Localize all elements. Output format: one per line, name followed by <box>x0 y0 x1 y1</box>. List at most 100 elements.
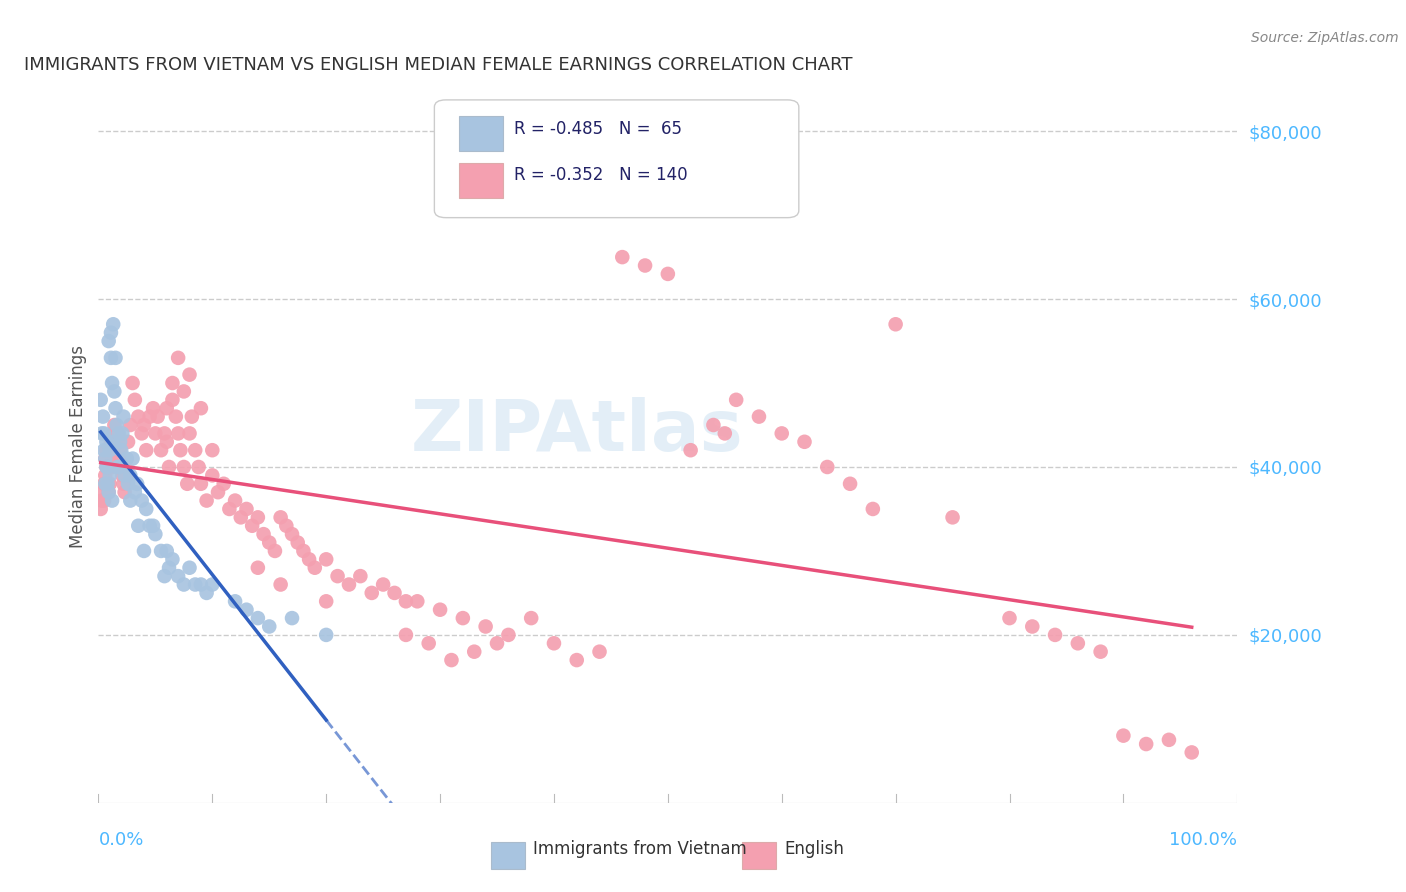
Point <box>270 510 292 524</box>
Point <box>169 443 191 458</box>
Point <box>91 485 114 500</box>
Point <box>167 426 190 441</box>
Point <box>98 443 121 458</box>
Point <box>201 443 224 458</box>
Point <box>90 426 112 441</box>
Y-axis label: Median Female Earnings: Median Female Earnings <box>69 344 87 548</box>
Point <box>349 569 371 583</box>
Point <box>111 426 134 441</box>
Point <box>190 577 212 591</box>
Point <box>395 628 418 642</box>
Point <box>94 451 117 466</box>
Point <box>167 569 190 583</box>
Point <box>96 434 118 449</box>
Point <box>157 560 180 574</box>
Point <box>90 392 112 407</box>
Point <box>112 409 135 424</box>
FancyBboxPatch shape <box>434 100 799 218</box>
Point <box>326 569 349 583</box>
Point <box>98 443 121 458</box>
Text: Immigrants from Vietnam: Immigrants from Vietnam <box>533 840 747 858</box>
Point <box>281 611 304 625</box>
Point <box>96 476 118 491</box>
Point <box>520 611 543 625</box>
Point <box>103 434 125 449</box>
Point <box>173 384 195 399</box>
Point <box>162 552 184 566</box>
Point <box>679 443 702 458</box>
Point <box>96 476 118 491</box>
Point <box>281 527 304 541</box>
Point <box>96 460 118 475</box>
Point <box>96 460 118 475</box>
Point <box>105 443 128 458</box>
Point <box>337 577 360 591</box>
FancyBboxPatch shape <box>742 842 776 869</box>
Point <box>97 334 120 348</box>
Point <box>97 485 120 500</box>
Point <box>97 485 120 500</box>
Point <box>156 434 179 449</box>
Point <box>103 426 125 441</box>
Point <box>101 493 124 508</box>
Point <box>264 544 287 558</box>
Point <box>112 476 135 491</box>
Point <box>612 250 634 264</box>
Point <box>173 577 195 591</box>
Point <box>235 502 257 516</box>
Point <box>725 392 748 407</box>
Point <box>93 443 115 458</box>
Point <box>190 476 212 491</box>
Point <box>451 611 474 625</box>
Point <box>440 653 463 667</box>
Point <box>1181 746 1204 760</box>
Point <box>117 476 139 491</box>
Text: 100.0%: 100.0% <box>1170 831 1237 849</box>
Point <box>276 518 298 533</box>
Point <box>97 460 120 475</box>
Point <box>153 426 176 441</box>
Point <box>90 502 112 516</box>
Text: ZIPAtlas: ZIPAtlas <box>411 397 742 467</box>
Point <box>770 426 793 441</box>
Point <box>252 527 274 541</box>
Point <box>135 443 157 458</box>
Point <box>292 544 315 558</box>
Point <box>793 434 815 449</box>
FancyBboxPatch shape <box>460 116 503 152</box>
Point <box>100 326 122 340</box>
Point <box>104 426 127 441</box>
Point <box>162 392 184 407</box>
Point <box>839 476 862 491</box>
Point <box>101 376 124 390</box>
Point <box>156 401 179 416</box>
Point <box>108 460 131 475</box>
Point <box>94 476 117 491</box>
Point <box>246 611 269 625</box>
Point <box>101 460 124 475</box>
Point <box>229 510 252 524</box>
Point <box>190 401 212 416</box>
Point <box>91 409 114 424</box>
Point <box>1090 645 1112 659</box>
Point <box>1021 619 1043 633</box>
Point <box>135 502 157 516</box>
Point <box>127 518 149 533</box>
Point <box>184 443 207 458</box>
Point <box>96 443 118 458</box>
Point <box>108 426 131 441</box>
Point <box>180 409 202 424</box>
Point <box>94 468 117 483</box>
Point <box>115 451 138 466</box>
Point <box>110 443 132 458</box>
Point <box>384 586 406 600</box>
Point <box>565 653 588 667</box>
Point <box>105 417 128 432</box>
Point <box>486 636 509 650</box>
Point <box>108 443 131 458</box>
Point <box>1067 636 1090 650</box>
Point <box>1112 729 1135 743</box>
Point <box>1135 737 1157 751</box>
Point <box>371 577 394 591</box>
Point <box>395 594 418 608</box>
